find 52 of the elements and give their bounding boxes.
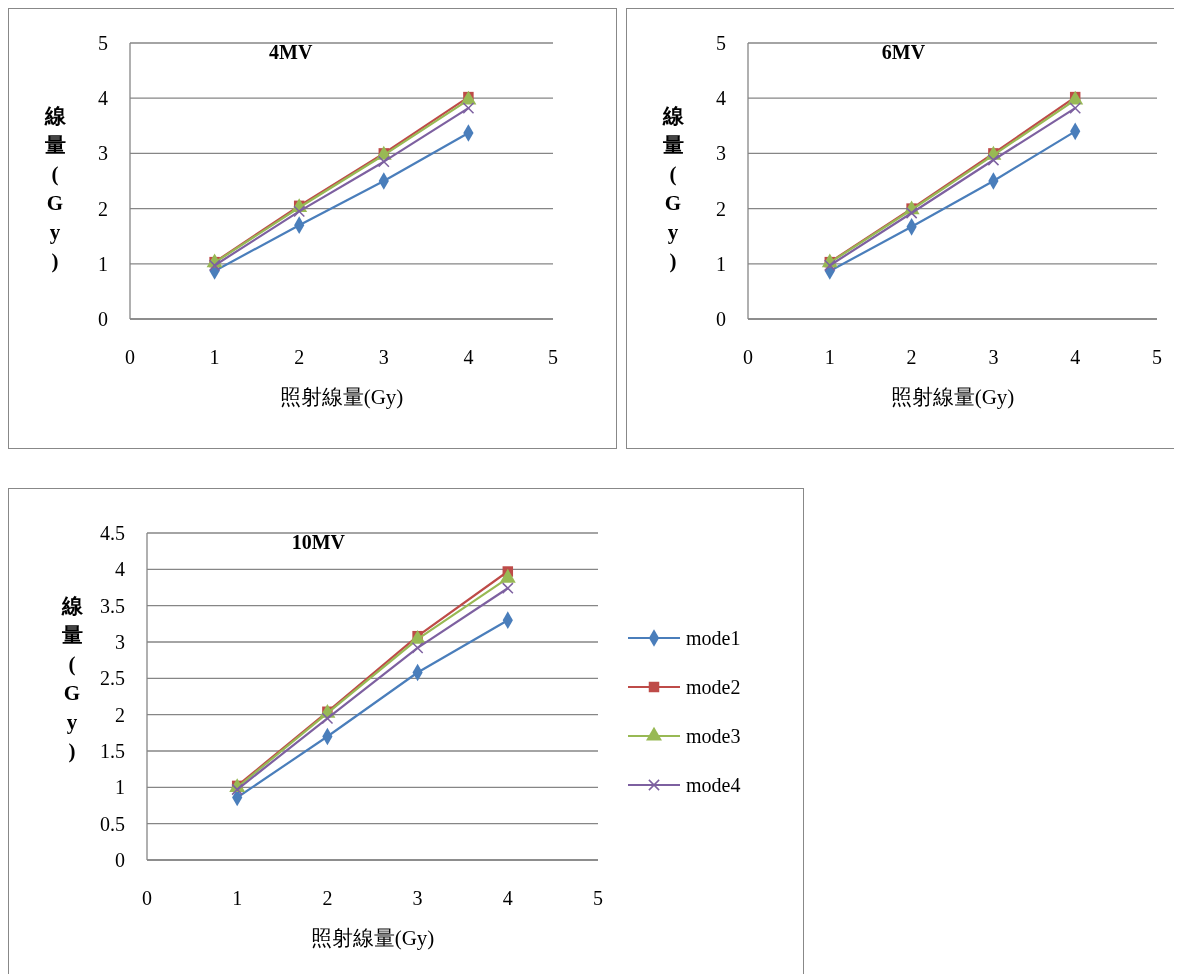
x-tick-label: 1 <box>209 346 220 368</box>
legend-label: mode4 <box>686 774 741 796</box>
x-tick-label: 0 <box>743 346 753 368</box>
x-tick-label: 4 <box>502 887 513 909</box>
y-tick-label: 4 <box>115 558 125 581</box>
x-tick-label: 5 <box>1152 346 1162 368</box>
y-tick-label: 0 <box>716 308 726 330</box>
chart-title: 4MV <box>269 41 313 63</box>
y-axis-title: 線量(Gy) <box>60 594 84 763</box>
y-tick-label: 0 <box>98 308 108 330</box>
x-tick-label: 3 <box>988 346 999 368</box>
y-axis-title: 線量(Gy) <box>661 104 685 273</box>
y-tick-label: 2 <box>115 703 125 726</box>
x-axis-title: 照射線量(Gy) <box>310 926 435 950</box>
y-tick-label: 1 <box>115 776 125 799</box>
y-tick-label: 3 <box>115 631 125 653</box>
y-tick-label: 4.5 <box>100 522 125 544</box>
legend-label: mode2 <box>686 676 741 698</box>
x-tick-label: 0 <box>142 887 152 909</box>
y-tick-label: 3 <box>716 142 726 165</box>
y-axis-title: 線量(Gy) <box>43 104 67 273</box>
x-tick-label: 2 <box>322 887 333 909</box>
y-tick-label: 1 <box>716 252 726 275</box>
x-tick-label: 3 <box>412 887 423 909</box>
y-tick-label: 0 <box>115 849 125 871</box>
y-tick-label: 3 <box>98 142 108 165</box>
y-tick-label: 3.5 <box>100 594 125 617</box>
x-tick-label: 5 <box>593 887 603 909</box>
y-tick-label: 4 <box>98 87 108 110</box>
y-tick-label: 5 <box>98 32 108 54</box>
x-axis-title: 照射線量(Gy) <box>279 385 404 409</box>
y-tick-label: 4 <box>716 87 726 110</box>
legend-label: mode3 <box>686 725 741 747</box>
y-tick-label: 0.5 <box>100 812 125 835</box>
x-tick-label: 2 <box>906 346 917 368</box>
legend-label: mode1 <box>686 627 741 649</box>
x-tick-label: 5 <box>548 346 558 368</box>
chart-title: 6MV <box>881 41 926 63</box>
x-tick-label: 1 <box>824 346 835 368</box>
y-tick-label: 5 <box>716 32 726 54</box>
x-tick-label: 3 <box>378 346 389 368</box>
x-axis-title: 照射線量(Gy) <box>890 385 1015 409</box>
x-tick-label: 2 <box>294 346 305 368</box>
y-tick-label: 2.5 <box>100 667 125 690</box>
chart-title: 10MV <box>291 531 346 553</box>
x-tick-label: 4 <box>463 346 474 368</box>
y-tick-label: 1 <box>98 252 108 275</box>
y-tick-label: 1.5 <box>100 740 125 762</box>
y-tick-label: 2 <box>98 197 108 220</box>
x-tick-label: 1 <box>232 887 243 909</box>
x-tick-label: 4 <box>1070 346 1081 368</box>
y-tick-label: 2 <box>716 197 726 220</box>
